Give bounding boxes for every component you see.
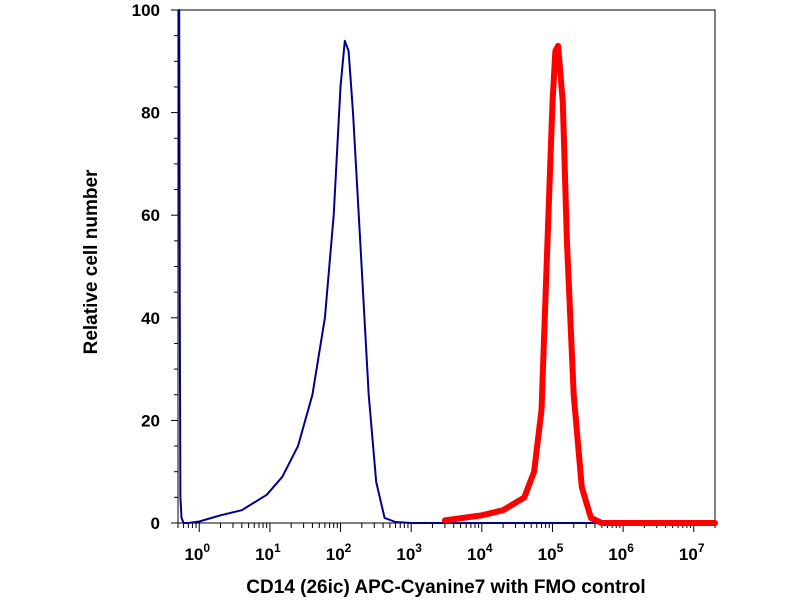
histogram-series-1 [178, 9, 716, 524]
plot-border [177, 9, 716, 524]
y-axis: 0 20 40 60 80 100 [132, 1, 178, 533]
plot-frame [177, 9, 716, 524]
y-tick-label: 100 [132, 1, 160, 20]
x-tick-exponent: 7 [698, 541, 705, 555]
x-tick-label: 104 [467, 541, 493, 564]
x-tick-base: 10 [467, 545, 486, 564]
x-tick-base: 10 [326, 545, 345, 564]
x-tick-base: 10 [255, 545, 274, 564]
x-tick-exponent: 1 [274, 541, 281, 555]
y-tick-label: 40 [141, 309, 160, 328]
x-tick-label: 107 [679, 541, 705, 564]
x-tick-exponent: 6 [627, 541, 634, 555]
x-tick-label: 102 [326, 541, 352, 564]
x-tick-label: 105 [538, 541, 564, 564]
x-axis-label: CD14 (26ic) APC-Cyanine7 with FMO contro… [246, 577, 645, 598]
y-tick-label: 20 [141, 411, 160, 430]
y-axis-label: Relative cell number [81, 169, 102, 354]
x-tick-base: 10 [538, 545, 557, 564]
y-tick-label: 80 [141, 104, 160, 123]
series-layer [178, 9, 718, 526]
x-tick-exponent: 2 [345, 541, 352, 555]
x-tick-exponent: 4 [486, 541, 493, 555]
x-tick-label: 100 [184, 541, 210, 564]
x-tick-label: 106 [608, 541, 634, 564]
x-tick-label: 101 [255, 541, 281, 564]
x-tick-base: 10 [608, 545, 627, 564]
x-tick-base: 10 [679, 545, 698, 564]
x-tick-exponent: 3 [415, 541, 422, 555]
x-tick-exponent: 0 [203, 541, 210, 555]
y-tick-label: 60 [141, 206, 160, 225]
x-tick-base: 10 [396, 545, 415, 564]
histogram-series-2 [441, 42, 718, 526]
y-tick-label: 0 [151, 514, 160, 533]
x-axis: 100 101 102 103 104 105 106 107 [177, 523, 716, 564]
x-tick-exponent: 5 [557, 541, 564, 555]
x-tick-label: 103 [396, 541, 422, 564]
x-tick-base: 10 [184, 545, 203, 564]
